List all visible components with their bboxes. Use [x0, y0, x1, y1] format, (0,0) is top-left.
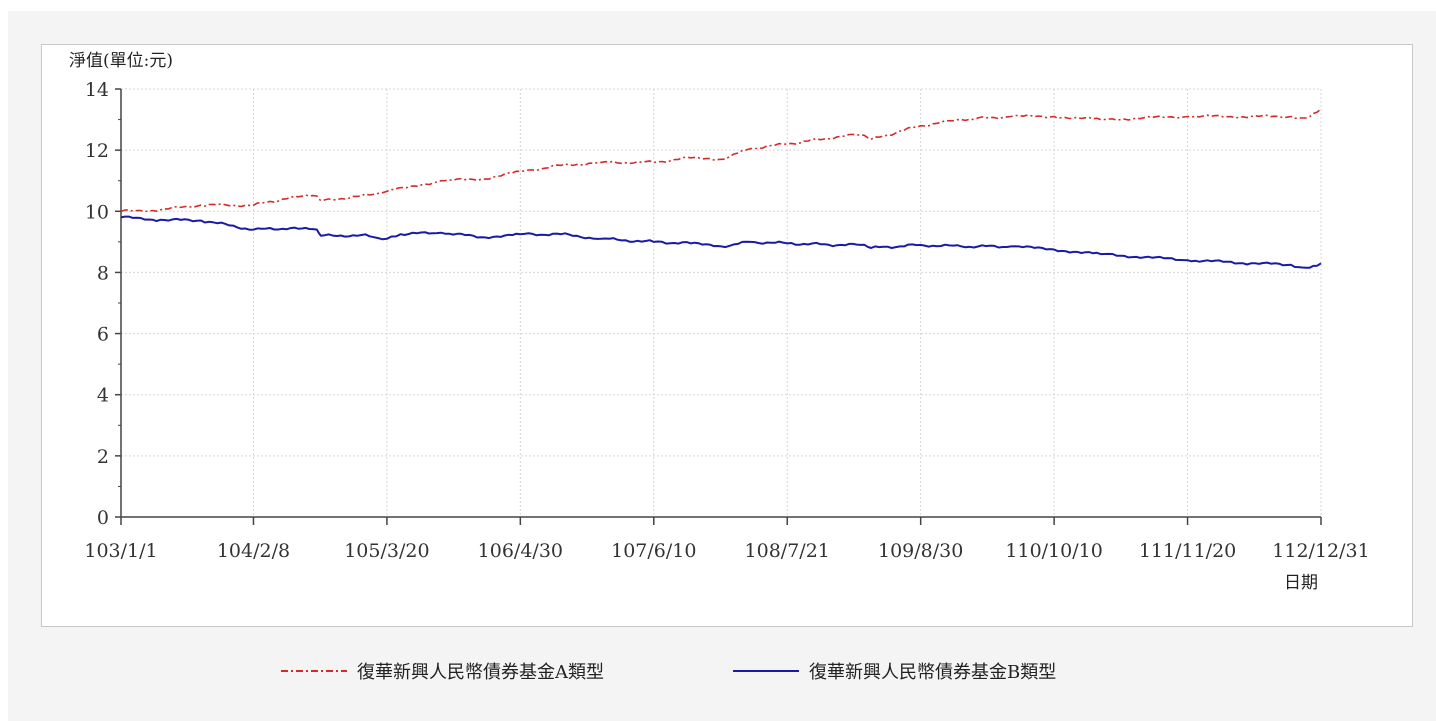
x-tick-label: 107/6/10: [611, 540, 696, 562]
x-tick-label: 105/3/20: [344, 540, 429, 562]
x-tick-label: 112/12/31: [1272, 540, 1369, 562]
y-tick-label: 4: [97, 385, 109, 407]
series-line-a: [120, 108, 1322, 213]
x-tick-label: 111/11/20: [1139, 540, 1236, 562]
x-tick-label: 103/1/1: [84, 540, 157, 562]
x-tick-label: 110/10/10: [1005, 540, 1102, 562]
y-tick-label: 0: [97, 507, 109, 529]
y-tick-label: 10: [85, 201, 109, 223]
y-tick-label: 6: [97, 324, 109, 346]
legend-label-b: 復華新興人民幣債券基金B類型: [809, 662, 1056, 683]
x-tick-label: 106/4/30: [478, 540, 563, 562]
legend-label-a: 復華新興人民幣債券基金A類型: [357, 662, 604, 683]
y-tick-label: 14: [85, 79, 109, 101]
y-tick-label: 12: [85, 140, 109, 162]
plot-area: [41, 44, 1413, 627]
y-tick-label: 2: [97, 446, 109, 468]
x-axis-title: 日期: [1284, 573, 1318, 593]
x-tick-label: 108/7/21: [745, 540, 830, 562]
x-tick-label: 109/8/30: [878, 540, 963, 562]
series-line-b: [120, 215, 1322, 269]
x-tick-label: 104/2/8: [217, 540, 290, 562]
y-tick-label: 8: [97, 262, 109, 284]
y-axis-title: 淨值(單位:元): [69, 51, 173, 71]
